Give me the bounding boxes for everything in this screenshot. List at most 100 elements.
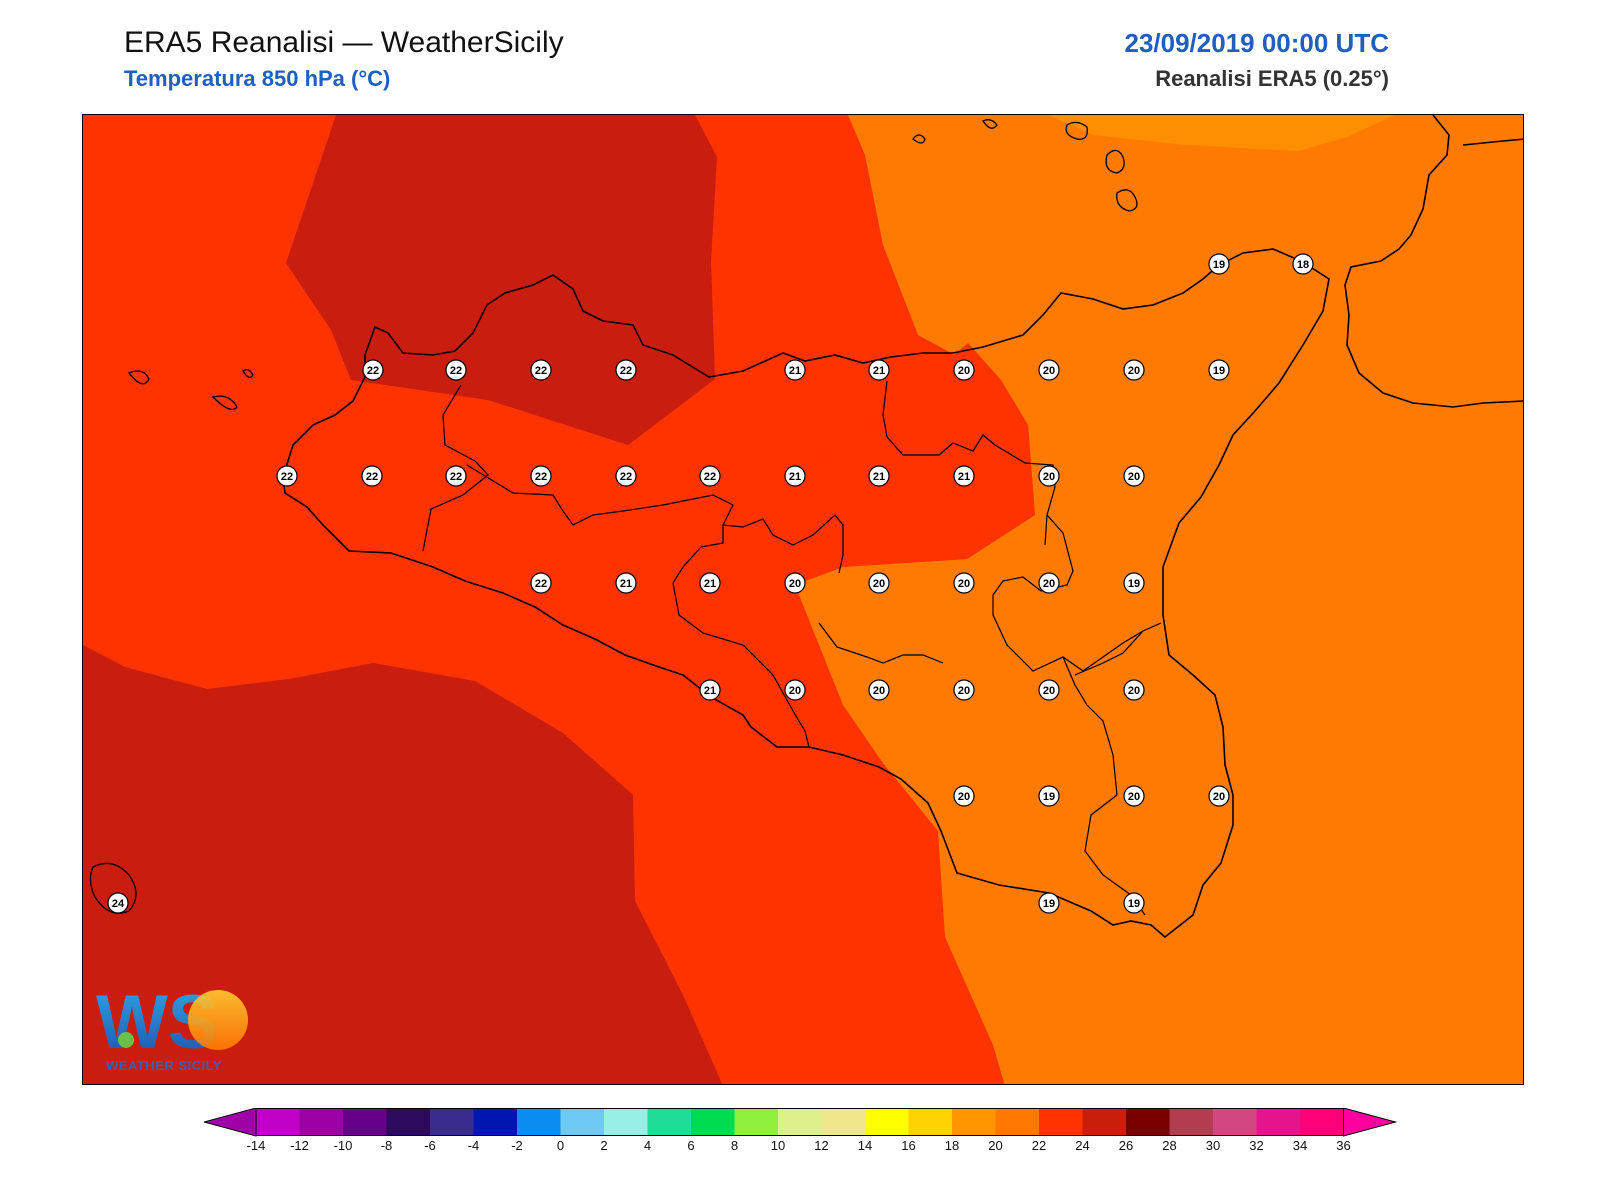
colorbar-tick-label: -10 (333, 1138, 353, 1153)
svg-text:22: 22 (704, 471, 716, 483)
temperature-value-marker: 20 (1208, 785, 1230, 807)
temperature-value-marker: 20 (1038, 359, 1060, 381)
temperature-value-marker: 22 (445, 465, 467, 487)
colorbar-segment (1169, 1108, 1214, 1136)
temperature-value-marker: 20 (1038, 679, 1060, 701)
colorbar-segment (473, 1108, 518, 1136)
temperature-map[interactable]: 19 18 22 22 22 22 21 21 20 20 20 19 22 22 22 22 22 22 21 21… (82, 114, 1524, 1085)
temperature-value-marker: 21 (784, 465, 806, 487)
colorbar-segment (430, 1108, 474, 1136)
temperature-value-marker: 20 (1123, 679, 1145, 701)
colorbar-segment (560, 1108, 605, 1136)
svg-text:24: 24 (112, 898, 125, 910)
svg-text:20: 20 (958, 365, 970, 377)
band-24-26-south (83, 645, 723, 1084)
temperature-value-marker: 22 (615, 465, 637, 487)
colorbar-tick-label: 22 (1031, 1138, 1047, 1153)
colorbar-tick-label: 28 (1162, 1138, 1177, 1153)
temperature-value-marker: 24 (107, 892, 129, 914)
svg-text:21: 21 (958, 471, 970, 483)
temperature-value-marker: 18 (1292, 253, 1314, 275)
svg-text:21: 21 (620, 578, 632, 590)
svg-text:20: 20 (873, 578, 885, 590)
temperature-value-marker: 22 (530, 572, 552, 594)
colorbar-segment (908, 1108, 953, 1136)
svg-text:22: 22 (367, 365, 379, 377)
temperature-value-marker: 21 (868, 359, 890, 381)
pantelleria-coastline (89, 862, 137, 914)
colorbar (204, 1108, 1398, 1137)
colorbar-tick-label: 20 (988, 1138, 1003, 1153)
temperature-value-marker: 22 (445, 359, 467, 381)
temperature-value-marker: 20 (1038, 465, 1060, 487)
temperature-value-marker: 20 (953, 572, 975, 594)
temperature-value-marker: 19 (1123, 572, 1145, 594)
svg-text:20: 20 (873, 685, 885, 697)
map-subtitle: Temperatura 850 hPa (°C) (124, 66, 391, 91)
colorbar-segment (1039, 1108, 1083, 1136)
svg-text:20: 20 (1043, 685, 1055, 697)
colorbar-tick-label: 4 (643, 1138, 652, 1153)
svg-text:20: 20 (958, 578, 970, 590)
colorbar-segment (517, 1108, 561, 1136)
svg-text:21: 21 (873, 365, 885, 377)
colorbar-tick-label: 10 (770, 1138, 786, 1153)
svg-text:19: 19 (1043, 791, 1055, 803)
colorbar-segment (691, 1108, 735, 1136)
svg-text:21: 21 (704, 578, 716, 590)
svg-text:19: 19 (1128, 578, 1140, 590)
svg-text:20: 20 (1128, 791, 1140, 803)
temperature-value-marker: 20 (953, 679, 975, 701)
temperature-value-marker: 22 (530, 359, 552, 381)
svg-text:19: 19 (1128, 898, 1140, 910)
egadi-islands (127, 369, 254, 411)
colorbar-tick-label: 36 (1336, 1138, 1351, 1153)
weathersicily-logo: WS (96, 980, 248, 1065)
temperature-value-marker: 21 (699, 679, 721, 701)
svg-text:20: 20 (1128, 685, 1140, 697)
temperature-value-marker: 22 (699, 465, 721, 487)
colorbar-tick-label: -8 (380, 1138, 393, 1153)
svg-text:20: 20 (789, 685, 801, 697)
temperature-value-marker: 22 (615, 359, 637, 381)
temperature-value-marker: 20 (784, 679, 806, 701)
temperature-value-marker: 21 (953, 465, 975, 487)
temperature-value-marker: 22 (361, 465, 383, 487)
band-24-26-north (286, 115, 717, 445)
temperature-value-marker: 20 (1123, 465, 1145, 487)
temperature-value-marker: 20 (784, 572, 806, 594)
svg-text:22: 22 (620, 365, 632, 377)
sicily-coastline (282, 248, 1330, 939)
colorbar-segment (821, 1108, 866, 1136)
temperature-value-marker: 22 (362, 359, 384, 381)
temperature-value-marker: 21 (615, 572, 637, 594)
forecast-datetime: 23/09/2019 00:00 UTC (1124, 28, 1389, 58)
svg-text:20: 20 (1043, 578, 1055, 590)
colorbar-tick-label: -4 (467, 1138, 480, 1153)
province-borders (422, 380, 1162, 916)
svg-text:22: 22 (281, 471, 293, 483)
svg-text:20: 20 (1043, 365, 1055, 377)
svg-text:22: 22 (535, 471, 547, 483)
colorbar-tick-label: -14 (246, 1138, 266, 1153)
colorbar-segment (1256, 1108, 1301, 1136)
colorbar-segment (299, 1108, 344, 1136)
svg-text:20: 20 (1128, 471, 1140, 483)
logo-caption: WEATHER SICILY (106, 1058, 223, 1073)
colorbar-tick-label: 12 (814, 1138, 829, 1153)
colorbar-tick-label: -2 (511, 1138, 523, 1153)
temperature-value-marker: 22 (530, 465, 552, 487)
svg-text:20: 20 (1043, 471, 1055, 483)
svg-text:20: 20 (958, 791, 970, 803)
svg-text:20: 20 (1213, 791, 1225, 803)
colorbar-tick-label: 2 (600, 1138, 608, 1153)
temperature-value-marker: 19 (1038, 892, 1060, 914)
temperature-value-marker: 19 (1038, 785, 1060, 807)
svg-text:22: 22 (450, 365, 462, 377)
svg-text:19: 19 (1213, 365, 1225, 377)
colorbar-segment (256, 1108, 300, 1136)
colorbar-segment (734, 1108, 779, 1136)
colorbar-segment (995, 1108, 1040, 1136)
temperature-value-marker: 20 (868, 572, 890, 594)
svg-text:19: 19 (1213, 259, 1225, 271)
